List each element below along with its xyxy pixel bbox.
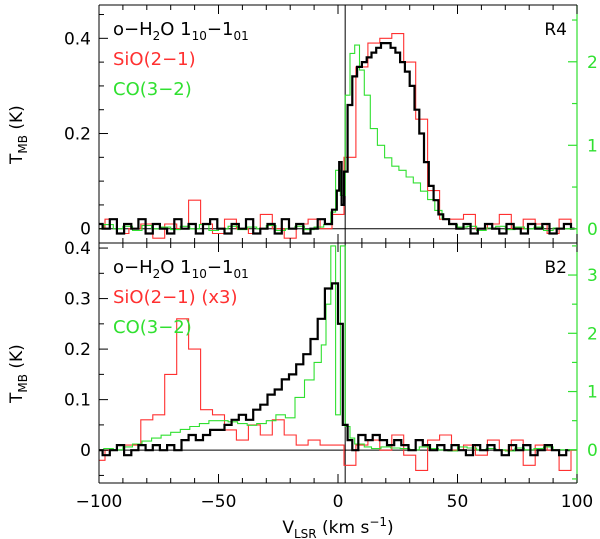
x-axis-title: VLSR (km s−1): [282, 515, 393, 539]
y-right-tick-label: 1: [587, 136, 598, 156]
y-axis-title-sub: MB: [16, 374, 30, 393]
y-left-tick-label: 0.3: [64, 290, 91, 310]
legend-sub: 01: [233, 267, 248, 281]
panel-label: B2: [545, 258, 567, 278]
legend-entry: CO(3−2): [113, 317, 192, 338]
x-tick-label: 50: [447, 492, 469, 512]
legend-text: o−H: [113, 19, 153, 40]
y-left-tick-label: 0.4: [64, 29, 91, 49]
y-left-tick-label: 0.2: [64, 125, 91, 145]
series-line-o-h2o-1-10-1-01: [99, 42, 575, 235]
x-tick-label: −50: [201, 492, 237, 512]
y-left-tick-label: 0.1: [64, 391, 91, 411]
legend-entry: SiO(2−1) (x3): [113, 287, 238, 308]
y-right-tick-label: 2: [587, 53, 598, 73]
y-axis-title-main: T: [7, 153, 27, 165]
y-axis-title-unit: (K): [7, 105, 27, 135]
x-axis-title-sup: −1: [369, 515, 387, 529]
legend-entry: CO(3−2): [113, 79, 192, 100]
series-group: [99, 33, 577, 239]
y-right-tick-label: 0: [587, 220, 598, 240]
y-right-tick-label: 1: [587, 383, 598, 403]
series-line-sio-2-1-x3-: [99, 318, 577, 471]
y-left-tick-label: 0: [80, 441, 91, 461]
legend-entry: SiO(2−1): [113, 49, 196, 70]
x-axis-title-sub: LSR: [294, 527, 317, 539]
x-axis-title-unit: (km s: [317, 518, 370, 538]
y-axis-title: TMB (K): [7, 344, 30, 404]
x-tick-label: 100: [561, 492, 593, 512]
y-left-tick-label: 0.2: [64, 340, 91, 360]
series-line-co-3-2-: [99, 44, 577, 232]
y-right-tick-label: 0: [587, 441, 598, 461]
legend-sub: 2: [153, 267, 161, 281]
legend-text: O 1: [160, 257, 191, 278]
series-group: [99, 245, 577, 471]
legend-sub: 01: [233, 29, 248, 43]
y-left-tick-label: 0: [80, 220, 91, 240]
x-axis-title-unit: ): [387, 518, 394, 538]
series-line-o-h2o-1-10-1-01: [99, 282, 570, 457]
y-left-tick-label: 0.4: [64, 239, 91, 259]
panel-label: R4: [544, 20, 567, 40]
y-axis-title-unit: (K): [7, 344, 27, 374]
x-tick-label: −100: [76, 492, 123, 512]
y-axis-title-sub: MB: [16, 135, 30, 154]
legend-text: −1: [207, 257, 234, 278]
x-tick-label: 0: [333, 492, 344, 512]
y-right-tick-label: 3: [587, 266, 598, 286]
legend-sub: 10: [192, 267, 207, 281]
legend-entry: o−H2O 110−101: [113, 19, 249, 43]
y-axis-title-main: T: [7, 392, 27, 404]
legend-sub: 10: [192, 29, 207, 43]
y-axis-title: TMB (K): [7, 105, 30, 165]
legend-text: −1: [207, 19, 234, 40]
legend-text: O 1: [160, 19, 191, 40]
legend-text: o−H: [113, 257, 153, 278]
x-axis-title-main: V: [282, 518, 294, 538]
y-right-tick-label: 2: [587, 324, 598, 344]
legend-entry: o−H2O 110−101: [113, 257, 249, 281]
legend-sub: 2: [153, 29, 161, 43]
